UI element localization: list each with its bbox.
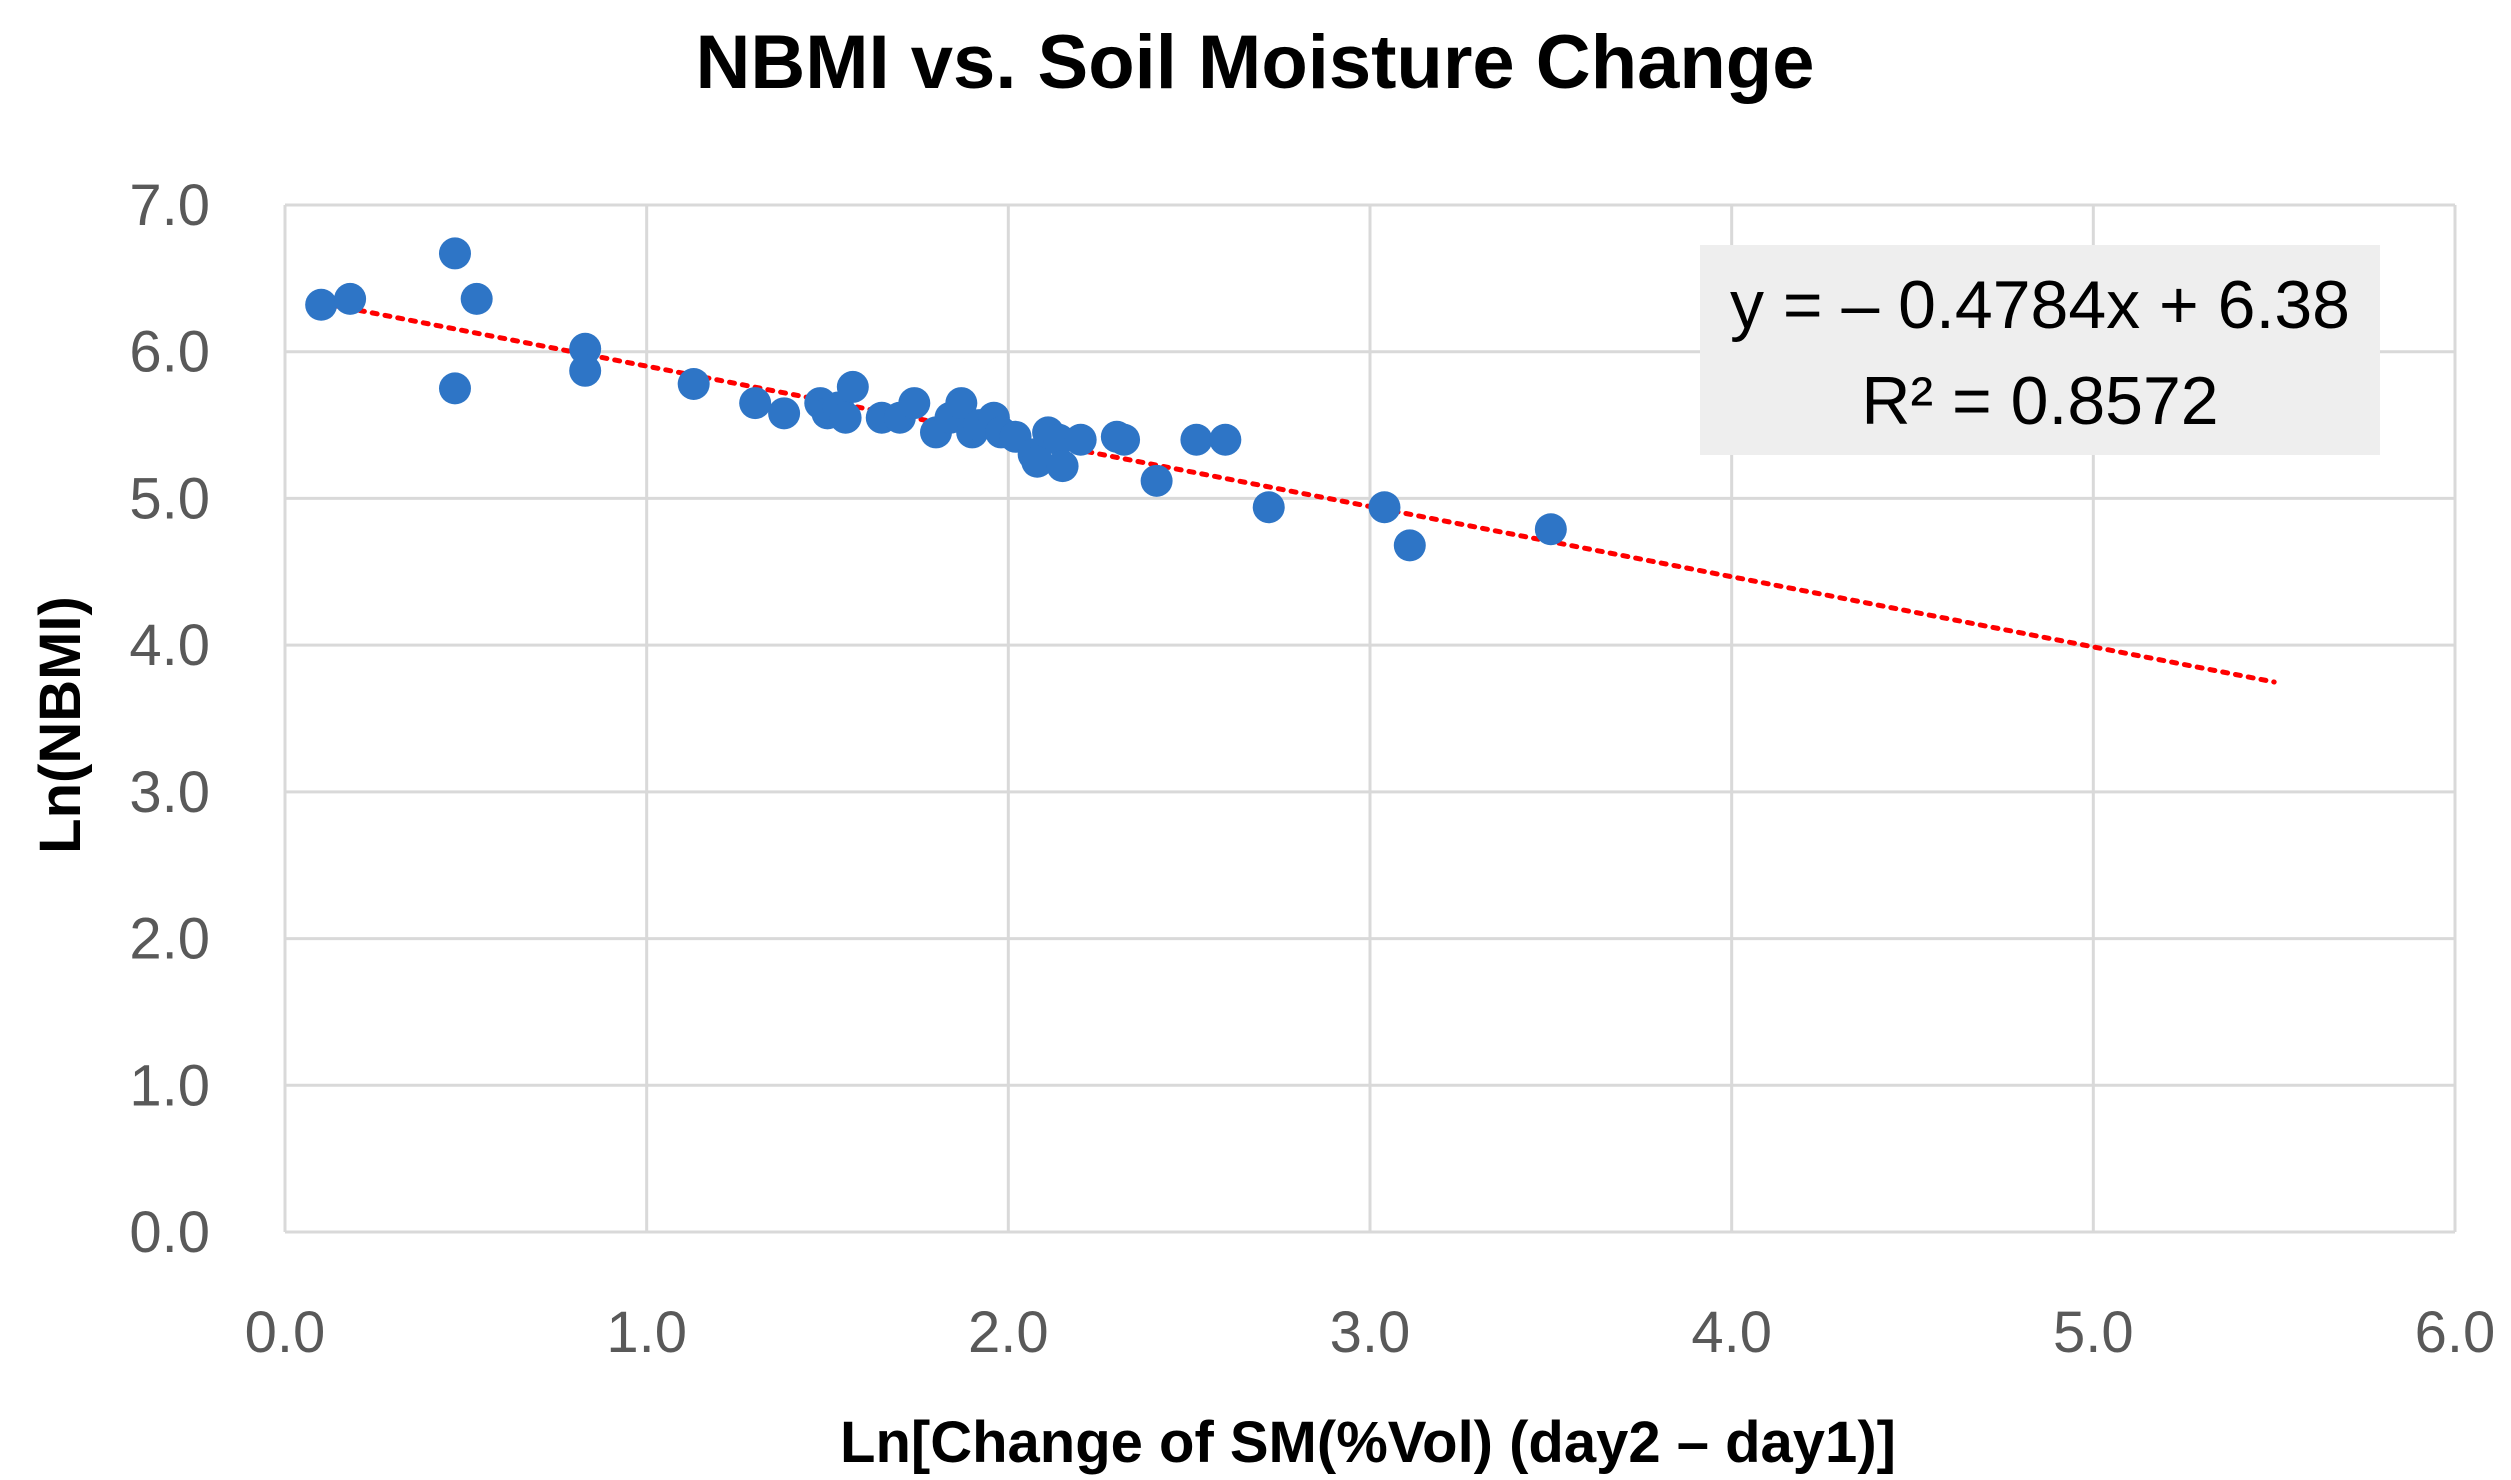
x-tick-label: 1.0 <box>606 1300 687 1365</box>
data-point <box>829 401 862 434</box>
grid-lines <box>283 203 2457 1234</box>
data-point <box>677 367 710 400</box>
x-tick-label: 2.0 <box>968 1300 1049 1365</box>
y-tick-label: 4.0 <box>129 613 210 678</box>
x-tick-label: 4.0 <box>1691 1300 1772 1365</box>
data-point <box>334 282 367 315</box>
data-point <box>1064 423 1097 456</box>
equation-box-background <box>1700 245 2380 455</box>
data-point <box>1252 491 1285 524</box>
x-tick-label: 6.0 <box>2415 1300 2496 1365</box>
data-point <box>898 387 931 420</box>
data-point <box>1368 491 1401 524</box>
data-point <box>1209 423 1242 456</box>
data-point <box>1393 529 1426 562</box>
y-tick-label: 2.0 <box>129 907 210 972</box>
x-axis-ticks: 0.0 1.0 2.0 3.0 4.0 5.0 6.0 <box>245 1300 2496 1365</box>
data-point <box>1140 464 1173 497</box>
y-tick-label: 3.0 <box>129 760 210 825</box>
data-point <box>1534 513 1567 546</box>
data-point <box>945 387 978 420</box>
x-tick-label: 3.0 <box>1330 1300 1411 1365</box>
chart-title: NBMI vs. Soil Moisture Change <box>695 20 1814 105</box>
y-axis-title: Ln(NBMI) <box>28 596 93 854</box>
data-point <box>1046 450 1079 483</box>
y-tick-label: 6.0 <box>129 320 210 385</box>
y-tick-label: 1.0 <box>129 1053 210 1118</box>
y-tick-label: 7.0 <box>129 173 210 238</box>
trendline <box>318 300 2277 685</box>
trendline-r2: R² = 0.8572 <box>1861 363 2218 439</box>
data-point <box>836 370 869 403</box>
y-axis-ticks: 0.0 1.0 2.0 3.0 4.0 5.0 6.0 7.0 <box>129 173 210 1265</box>
data-point <box>569 332 602 365</box>
data-point <box>768 397 801 430</box>
data-point <box>1108 423 1141 456</box>
data-point <box>460 282 493 315</box>
data-point <box>1021 445 1054 478</box>
trendline-equation: y = – 0.4784x + 6.38 <box>1730 267 2350 343</box>
data-point <box>739 387 772 420</box>
data-point <box>1180 423 1213 456</box>
data-point <box>438 372 471 405</box>
equation-box: y = – 0.4784x + 6.38 R² = 0.8572 <box>1700 245 2380 455</box>
x-tick-label: 0.0 <box>245 1300 326 1365</box>
y-tick-label: 5.0 <box>129 466 210 531</box>
x-tick-label: 5.0 <box>2053 1300 2134 1365</box>
x-axis-title: Ln[Change of SM(%Vol) (day2 – day1)] <box>840 1410 1896 1475</box>
data-point <box>569 354 602 387</box>
y-tick-label: 0.0 <box>129 1200 210 1265</box>
data-point <box>305 288 338 321</box>
data-point <box>438 237 471 270</box>
data-points <box>305 237 1567 562</box>
